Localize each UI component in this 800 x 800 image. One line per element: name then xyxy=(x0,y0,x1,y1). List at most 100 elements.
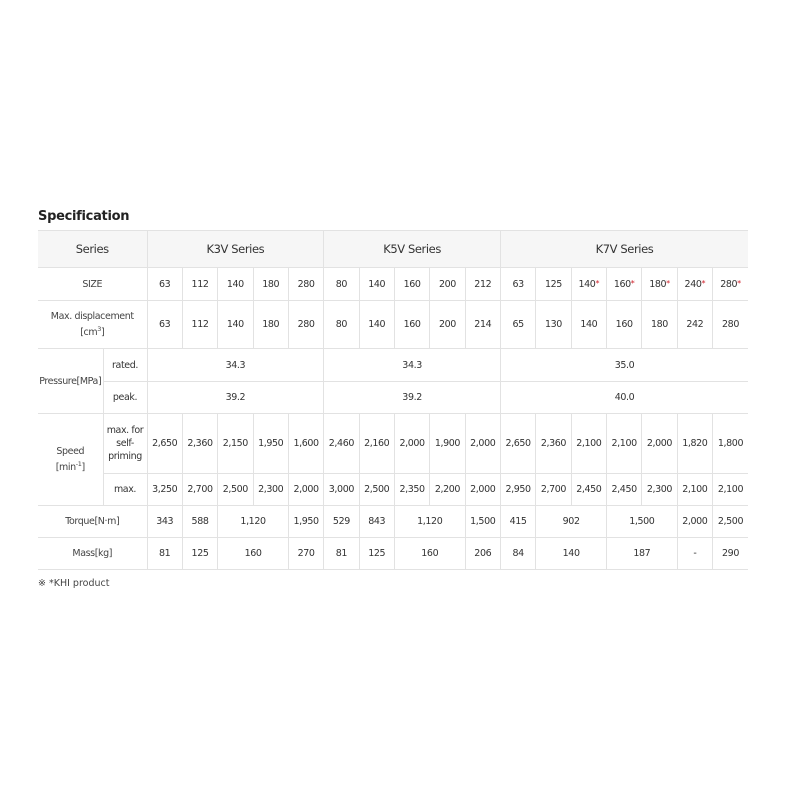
cell: 140 xyxy=(535,537,607,570)
cell: 2,000 xyxy=(464,473,501,506)
cell: 34.3 xyxy=(323,348,501,382)
cell: 35.0 xyxy=(499,348,748,382)
cell: 206 xyxy=(464,537,501,570)
cell: 1,120 xyxy=(217,505,289,538)
cell: 3,000 xyxy=(323,473,360,506)
cell: 1,950 xyxy=(287,505,325,538)
cell: 2,000 xyxy=(393,413,431,474)
cell: 902 xyxy=(535,505,607,538)
cell: 240* xyxy=(676,267,714,301)
cell: 187 xyxy=(605,537,678,570)
spec-table: Series K3V Series K5V Series K7V Series SIZE… xyxy=(38,230,748,570)
label-text: Torque[N·m] xyxy=(65,516,120,527)
header-row: Series K3V Series K5V Series K7V Series xyxy=(38,230,748,268)
table-row: peak. 39.2 39.2 40.0 xyxy=(38,381,748,414)
cell: 843 xyxy=(358,505,395,538)
cell: 140* xyxy=(570,267,607,301)
cell-note: * xyxy=(737,278,741,288)
cell: 2,950 xyxy=(499,473,537,506)
cell: 1,120 xyxy=(393,505,466,538)
cell: 2,000 xyxy=(641,413,678,474)
cell: 63 xyxy=(146,267,183,301)
cell: 280 xyxy=(287,267,325,301)
cell: 140 xyxy=(358,300,395,349)
cell: 81 xyxy=(146,537,183,570)
footnote: ※ *KHI product xyxy=(38,578,110,589)
cell: 415 xyxy=(499,505,537,538)
cell: 212 xyxy=(464,267,501,301)
row-label: Max. displacement [cm3] xyxy=(38,300,148,349)
cell: 84 xyxy=(499,537,537,570)
cell: 2,700 xyxy=(181,473,219,506)
cell: 160 xyxy=(217,537,289,570)
cell: 242 xyxy=(676,300,714,349)
cell: 130 xyxy=(535,300,572,349)
cell: 1,900 xyxy=(429,413,466,474)
cell: 2,350 xyxy=(393,473,431,506)
label-text: SIZE xyxy=(82,278,103,290)
table-row: Torque[N·m] 343 588 1,120 1,950 529 843 1,120 1,… xyxy=(38,505,748,538)
label-text: Speed xyxy=(56,445,85,457)
label-unit: [cm xyxy=(80,327,98,339)
header-cell: K3V Series xyxy=(146,230,325,268)
cell: 2,100 xyxy=(712,473,748,506)
table-row: Max. displacement [cm3] 63 112 140 180 280 80 14… xyxy=(38,300,748,349)
table-row: Pressure[MPa] rated. 34.3 34.3 35.0 xyxy=(38,348,748,414)
row-label: SIZE xyxy=(38,267,148,301)
cell: 125 xyxy=(535,267,572,301)
cell: - xyxy=(676,537,714,570)
cell: 2,450 xyxy=(605,473,643,506)
cell: 1,950 xyxy=(252,413,289,474)
cell: 1,800 xyxy=(712,413,748,474)
label-unit: ] xyxy=(100,327,105,339)
cell: 280 xyxy=(287,300,325,349)
label-unit: ] xyxy=(81,462,85,474)
cell: 280* xyxy=(712,267,748,301)
cell: 2,500 xyxy=(712,505,748,538)
row-label: Torque[N·m] xyxy=(38,505,148,538)
cell: 2,460 xyxy=(323,413,360,474)
label-exp: 3 xyxy=(97,324,101,333)
cell: 125 xyxy=(181,537,219,570)
cell: 3,250 xyxy=(146,473,183,506)
cell: 112 xyxy=(181,267,219,301)
cell: 280 xyxy=(712,300,748,349)
sub-label: max. xyxy=(103,473,148,506)
sub-label: peak. xyxy=(103,381,148,414)
header-cell: Series xyxy=(38,230,148,268)
cell: 2,650 xyxy=(499,413,537,474)
cell: 2,360 xyxy=(535,413,572,474)
row-label: Mass[kg] xyxy=(38,537,148,570)
header-cell: K7V Series xyxy=(499,230,748,268)
label-text: Pressure[MPa] xyxy=(39,375,102,387)
cell: 39.2 xyxy=(323,381,501,414)
cell-text: 180 xyxy=(649,278,667,290)
label-unit: [min xyxy=(55,462,76,474)
cell: 180 xyxy=(252,267,289,301)
cell: 140 xyxy=(358,267,395,301)
cell: 125 xyxy=(358,537,395,570)
cell: 112 xyxy=(181,300,219,349)
cell: 63 xyxy=(146,300,183,349)
cell: 140 xyxy=(570,300,607,349)
cell: 160* xyxy=(605,267,643,301)
cell: 1,500 xyxy=(464,505,501,538)
cell: 180 xyxy=(252,300,289,349)
cell: 1,820 xyxy=(676,413,714,474)
cell: 200 xyxy=(429,300,466,349)
cell-text: 160 xyxy=(613,278,631,290)
cell: 81 xyxy=(323,537,360,570)
cell: 290 xyxy=(712,537,748,570)
cell: 2,160 xyxy=(358,413,395,474)
cell: 180 xyxy=(641,300,678,349)
header-cell: K5V Series xyxy=(323,230,501,268)
cell: 1,600 xyxy=(287,413,325,474)
cell: 343 xyxy=(146,505,183,538)
cell: 529 xyxy=(323,505,360,538)
cell: 140 xyxy=(217,267,254,301)
cell: 200 xyxy=(429,267,466,301)
cell: 140 xyxy=(217,300,254,349)
cell: 2,000 xyxy=(287,473,325,506)
cell: 180* xyxy=(641,267,678,301)
cell: 160 xyxy=(605,300,643,349)
